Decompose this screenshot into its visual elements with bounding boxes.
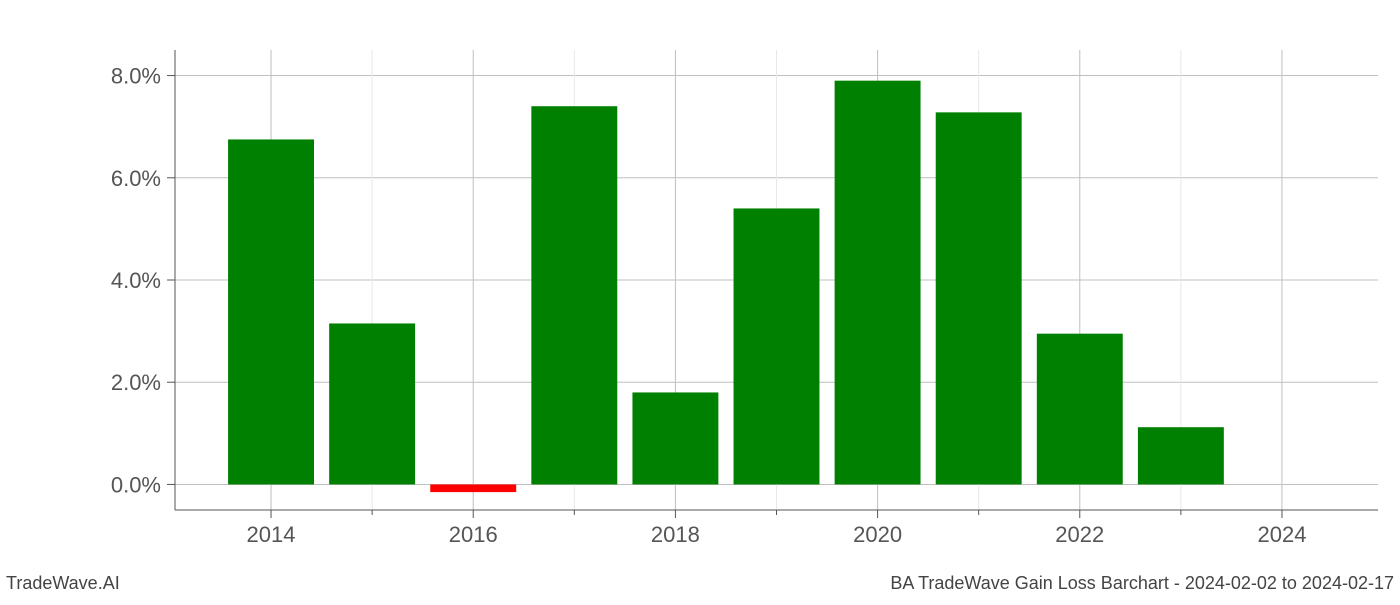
y-tick-label: 0.0% bbox=[111, 472, 161, 497]
x-tick-label: 2024 bbox=[1257, 522, 1306, 547]
y-tick-label: 4.0% bbox=[111, 268, 161, 293]
bar-2016 bbox=[430, 484, 516, 492]
x-tick-label: 2016 bbox=[449, 522, 498, 547]
y-tick-label: 2.0% bbox=[111, 370, 161, 395]
bar-2022 bbox=[1037, 334, 1123, 485]
footer-brand: TradeWave.AI bbox=[6, 573, 120, 594]
bar-2014 bbox=[228, 139, 314, 484]
bar-2017 bbox=[531, 106, 617, 484]
y-tick-label: 8.0% bbox=[111, 64, 161, 89]
bar-2020 bbox=[835, 81, 921, 485]
bar-2015 bbox=[329, 323, 415, 484]
bar-2021 bbox=[936, 112, 1022, 484]
y-tick-label: 6.0% bbox=[111, 166, 161, 191]
bar-2018 bbox=[632, 392, 718, 484]
footer-caption: BA TradeWave Gain Loss Barchart - 2024-0… bbox=[890, 573, 1394, 594]
x-tick-label: 2014 bbox=[247, 522, 296, 547]
chart-container: 0.0% 2.0% 4.0% 6.0% 8.0% 2014 2016 2018 2020 2022… bbox=[0, 0, 1400, 600]
x-tick-label: 2022 bbox=[1055, 522, 1104, 547]
gain-loss-barchart: 0.0% 2.0% 4.0% 6.0% 8.0% 2014 2016 2018 2020 2022… bbox=[0, 0, 1400, 600]
bar-2019 bbox=[734, 208, 820, 484]
x-tick-label: 2018 bbox=[651, 522, 700, 547]
x-tick-label: 2020 bbox=[853, 522, 902, 547]
bar-2023 bbox=[1138, 427, 1224, 484]
